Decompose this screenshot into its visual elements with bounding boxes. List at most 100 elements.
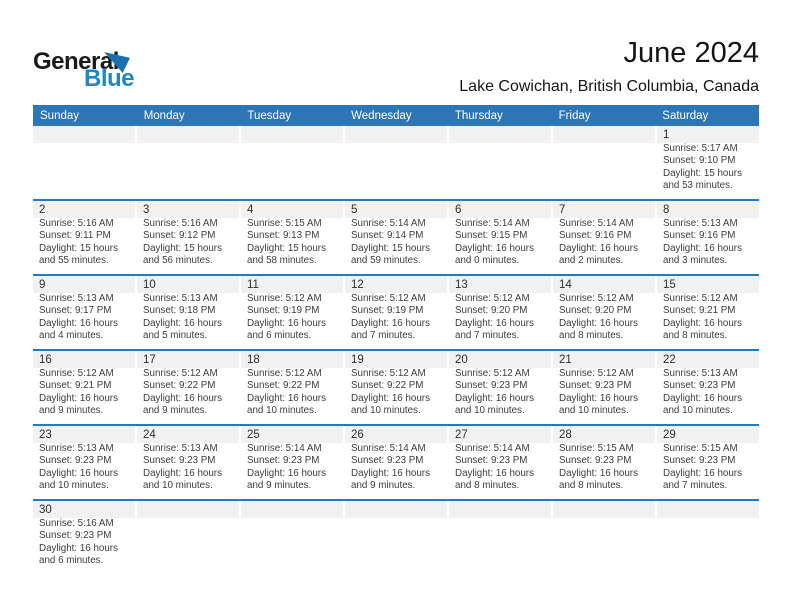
day-header-sunday: Sunday <box>40 109 80 122</box>
weeks-container: 1 Sunrise: 5:17 AM Sunset: 9:10 PM Daylight… <box>33 126 759 581</box>
daylight-text-line2: and 8 minutes. <box>663 330 728 342</box>
daylight-text-line1: Daylight: 16 hours <box>143 392 222 404</box>
day-cell-23: 23 Sunrise: 5:13 AM Sunset: 9:23 PM Dayligh… <box>33 426 135 499</box>
day-cell-19: 19 Sunrise: 5:12 AM Sunset: 9:22 PM Dayligh… <box>345 351 447 424</box>
daylight-text-line2: and 59 minutes. <box>351 255 421 267</box>
day-cell-empty <box>553 501 655 581</box>
daylight-text-line1: Daylight: 15 hours <box>39 242 118 254</box>
daylight-text-line2: and 58 minutes. <box>247 255 317 267</box>
day-cell-12: 12 Sunrise: 5:12 AM Sunset: 9:19 PM Dayligh… <box>345 276 447 349</box>
day-cell-15: 15 Sunrise: 5:12 AM Sunset: 9:21 PM Dayligh… <box>657 276 759 349</box>
sunrise-text: Sunrise: 5:13 AM <box>663 368 738 379</box>
day-of-week-header-row: Sunday Monday Tuesday Wednesday Thursday Frid… <box>33 105 759 126</box>
daylight-text-line2: and 7 minutes. <box>455 330 520 342</box>
daylight-text-line2: and 3 minutes. <box>663 255 728 267</box>
daylight-text-line2: and 10 minutes. <box>247 405 317 417</box>
sunset-text: Sunset: 9:23 PM <box>455 380 528 392</box>
day-number: 11 <box>247 279 259 291</box>
week-grid: 9 Sunrise: 5:13 AM Sunset: 9:17 PM Daylight… <box>33 276 759 349</box>
day-cell-4: 4 Sunrise: 5:15 AM Sunset: 9:13 PM Daylight… <box>241 201 343 274</box>
day-number: 12 <box>351 279 364 291</box>
sunrise-text: Sunrise: 5:12 AM <box>39 368 114 379</box>
day-cell-16: 16 Sunrise: 5:12 AM Sunset: 9:21 PM Dayligh… <box>33 351 135 424</box>
daylight-text-line2: and 4 minutes. <box>39 330 104 342</box>
day-number: 17 <box>143 354 156 366</box>
daylight-text-line2: and 53 minutes. <box>663 180 733 192</box>
daylight-text-line2: and 2 minutes. <box>559 255 624 267</box>
daylight-text-line2: and 56 minutes. <box>143 255 213 267</box>
week-grid: 1 Sunrise: 5:17 AM Sunset: 9:10 PM Daylight… <box>33 126 759 199</box>
daylight-text-line2: and 55 minutes. <box>39 255 109 267</box>
week-row: 30 Sunrise: 5:16 AM Sunset: 9:23 PM Dayligh… <box>33 501 759 581</box>
daylight-text-line2: and 9 minutes. <box>39 405 104 417</box>
sunset-text: Sunset: 9:22 PM <box>143 380 216 392</box>
sunset-text: Sunset: 9:18 PM <box>143 305 216 317</box>
day-header-friday: Friday <box>558 109 591 122</box>
sunrise-text: Sunrise: 5:12 AM <box>663 293 738 304</box>
sunrise-text: Sunrise: 5:12 AM <box>351 293 426 304</box>
daylight-text-line1: Daylight: 16 hours <box>559 242 638 254</box>
day-number: 13 <box>455 279 468 291</box>
sunrise-text: Sunrise: 5:17 AM <box>663 143 738 154</box>
sunrise-text: Sunrise: 5:12 AM <box>559 293 634 304</box>
daylight-text-line1: Daylight: 16 hours <box>455 242 534 254</box>
day-header-saturday: Saturday <box>662 109 709 122</box>
day-cell-20: 20 Sunrise: 5:12 AM Sunset: 9:23 PM Dayligh… <box>449 351 551 424</box>
day-cell-3: 3 Sunrise: 5:16 AM Sunset: 9:12 PM Daylight… <box>137 201 239 274</box>
day-cell-empty <box>657 501 759 581</box>
day-header-thursday: Thursday <box>454 109 503 122</box>
day-cell-empty <box>241 126 343 199</box>
sunrise-text: Sunrise: 5:12 AM <box>559 368 634 379</box>
sunrise-text: Sunrise: 5:14 AM <box>455 218 530 229</box>
day-cell-empty <box>553 126 655 199</box>
day-cell-empty <box>241 501 343 581</box>
daylight-text-line2: and 9 minutes. <box>143 405 208 417</box>
day-cell-29: 29 Sunrise: 5:15 AM Sunset: 9:23 PM Dayligh… <box>657 426 759 499</box>
daylight-text-line2: and 0 minutes. <box>455 255 520 267</box>
day-number: 28 <box>559 429 572 441</box>
sunset-text: Sunset: 9:16 PM <box>663 230 736 242</box>
sunset-text: Sunset: 9:22 PM <box>247 380 320 392</box>
daylight-text-line1: Daylight: 15 hours <box>143 242 222 254</box>
sunrise-text: Sunrise: 5:12 AM <box>455 293 530 304</box>
page-subtitle: Lake Cowichan, British Columbia, Canada <box>459 78 759 95</box>
daylight-text-line1: Daylight: 16 hours <box>351 467 430 479</box>
sunrise-text: Sunrise: 5:13 AM <box>39 293 114 304</box>
logo-text-general: General <box>33 48 119 75</box>
day-number: 9 <box>39 279 46 291</box>
daylight-text-line2: and 8 minutes. <box>559 480 624 492</box>
daylight-text-line2: and 6 minutes. <box>247 330 312 342</box>
daylight-text-line1: Daylight: 16 hours <box>455 392 534 404</box>
sunrise-text: Sunrise: 5:13 AM <box>663 218 738 229</box>
day-number: 1 <box>663 129 670 141</box>
sunset-text: Sunset: 9:20 PM <box>559 305 632 317</box>
week-row: 23 Sunrise: 5:13 AM Sunset: 9:23 PM Dayligh… <box>33 426 759 501</box>
sunset-text: Sunset: 9:23 PM <box>39 455 112 467</box>
sunset-text: Sunset: 9:23 PM <box>143 455 216 467</box>
sunrise-text: Sunrise: 5:14 AM <box>559 218 634 229</box>
sunrise-text: Sunrise: 5:16 AM <box>39 218 114 229</box>
week-grid: 30 Sunrise: 5:16 AM Sunset: 9:23 PM Dayligh… <box>33 501 759 581</box>
day-cell-7: 7 Sunrise: 5:14 AM Sunset: 9:16 PM Daylight… <box>553 201 655 274</box>
daylight-text-line1: Daylight: 16 hours <box>39 467 118 479</box>
daylight-text-line1: Daylight: 16 hours <box>143 317 222 329</box>
day-cell-17: 17 Sunrise: 5:12 AM Sunset: 9:22 PM Dayligh… <box>137 351 239 424</box>
daylight-text-line2: and 10 minutes. <box>559 405 629 417</box>
day-header-tuesday: Tuesday <box>247 109 292 122</box>
day-number: 21 <box>559 354 572 366</box>
sunset-text: Sunset: 9:14 PM <box>351 230 424 242</box>
sunset-text: Sunset: 9:10 PM <box>663 155 736 167</box>
sunrise-text: Sunrise: 5:12 AM <box>247 293 322 304</box>
day-cell-empty <box>345 126 447 199</box>
sunrise-text: Sunrise: 5:12 AM <box>143 368 218 379</box>
sunset-text: Sunset: 9:17 PM <box>39 305 112 317</box>
page-title: June 2024 <box>623 37 759 69</box>
logo-text-blue: Blue <box>84 65 135 92</box>
sunrise-text: Sunrise: 5:13 AM <box>39 443 114 454</box>
day-cell-empty <box>345 501 447 581</box>
week-grid: 23 Sunrise: 5:13 AM Sunset: 9:23 PM Dayligh… <box>33 426 759 499</box>
daylight-text-line2: and 9 minutes. <box>247 480 312 492</box>
sunset-text: Sunset: 9:23 PM <box>39 530 112 542</box>
general-blue-logo: General Blue <box>33 50 153 95</box>
daylight-text-line1: Daylight: 16 hours <box>247 392 326 404</box>
